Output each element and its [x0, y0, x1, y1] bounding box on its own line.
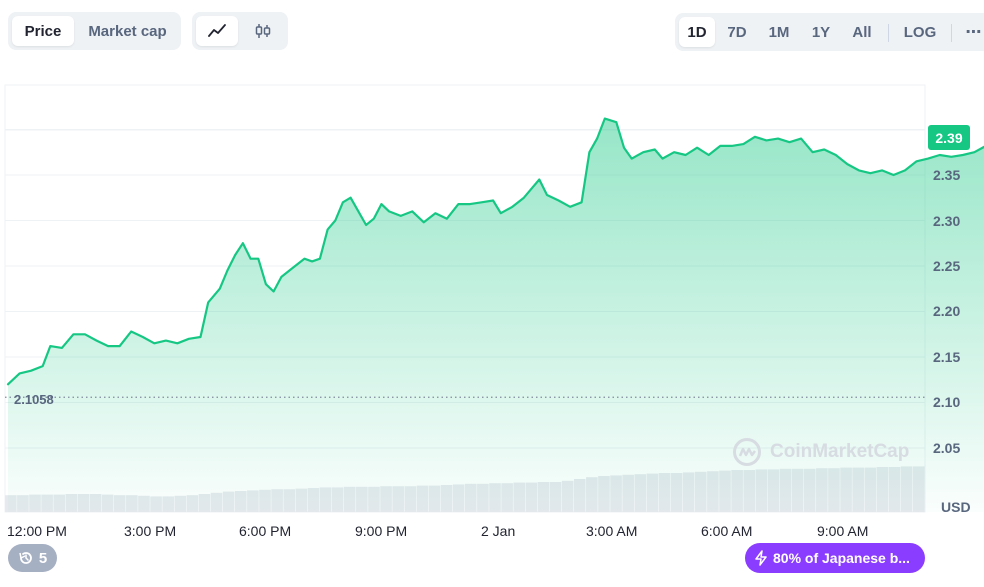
line-chart-button[interactable] [196, 16, 238, 46]
timeframe-toggle: 1D 7D 1M 1Y All LOG ⋯ [675, 13, 984, 51]
news-pill[interactable]: 80% of Japanese b... [745, 543, 925, 573]
x-tick-label: 3:00 AM [586, 523, 638, 539]
news-text: 80% of Japanese b... [773, 550, 910, 566]
x-tick-label: 9:00 PM [355, 523, 408, 539]
tab-price[interactable]: Price [12, 16, 74, 46]
history-icon [19, 552, 32, 564]
y-tick-label: 2.25 [933, 258, 961, 274]
timeframe-1d[interactable]: 1D [679, 17, 715, 47]
history-button[interactable]: 5 [8, 544, 57, 572]
y-tick-label: 2.05 [933, 440, 961, 456]
candlestick-icon [255, 24, 271, 38]
timeframe-all[interactable]: All [852, 23, 872, 41]
candlestick-button[interactable] [242, 16, 284, 46]
log-toggle[interactable]: LOG [903, 23, 937, 41]
more-icon: ⋯ [965, 24, 983, 41]
line-chart-icon [208, 24, 226, 37]
chart-area [8, 118, 984, 512]
x-tick-label: 9:00 AM [817, 523, 869, 539]
x-tick-label: 6:00 PM [239, 523, 292, 539]
coinmarketcap-logo-icon [733, 438, 761, 466]
x-tick-label: 3:00 PM [124, 523, 177, 539]
timeframe-1m[interactable]: 1M [768, 23, 790, 41]
y-tick-label: 2.10 [933, 394, 961, 410]
history-count: 5 [38, 549, 48, 567]
timeframe-7d[interactable]: 7D [727, 23, 747, 41]
watermark-text: CoinMarketCap [770, 441, 910, 462]
x-tick-label: 12:00 PM [7, 523, 67, 539]
current-price-tag: 2.39 [928, 125, 970, 150]
price-line [6, 117, 984, 386]
timeframe-1y[interactable]: 1Y [811, 23, 831, 41]
tab-market-cap[interactable]: Market cap [88, 22, 167, 40]
toolbar-divider [888, 24, 889, 42]
x-tick-label: 2 Jan [481, 523, 516, 539]
chart-type-toggle [192, 12, 288, 50]
currency-label: USD [941, 499, 971, 515]
y-tick-label: 2.20 [933, 303, 961, 319]
more-button[interactable]: ⋯ [959, 17, 984, 47]
toolbar-divider [951, 24, 952, 42]
view-toggle: Price Market cap [8, 12, 181, 50]
chart-line [6, 117, 984, 386]
x-tick-label: 6:00 AM [701, 523, 753, 539]
open-price-label: 2.1058 [14, 392, 54, 407]
price-area [8, 118, 984, 512]
y-tick-label: 2.35 [933, 167, 961, 183]
y-tick-label: 2.15 [933, 349, 961, 365]
watermark: CoinMarketCap [732, 437, 909, 467]
lightning-icon [755, 550, 767, 566]
y-tick-label: 2.30 [933, 213, 961, 229]
